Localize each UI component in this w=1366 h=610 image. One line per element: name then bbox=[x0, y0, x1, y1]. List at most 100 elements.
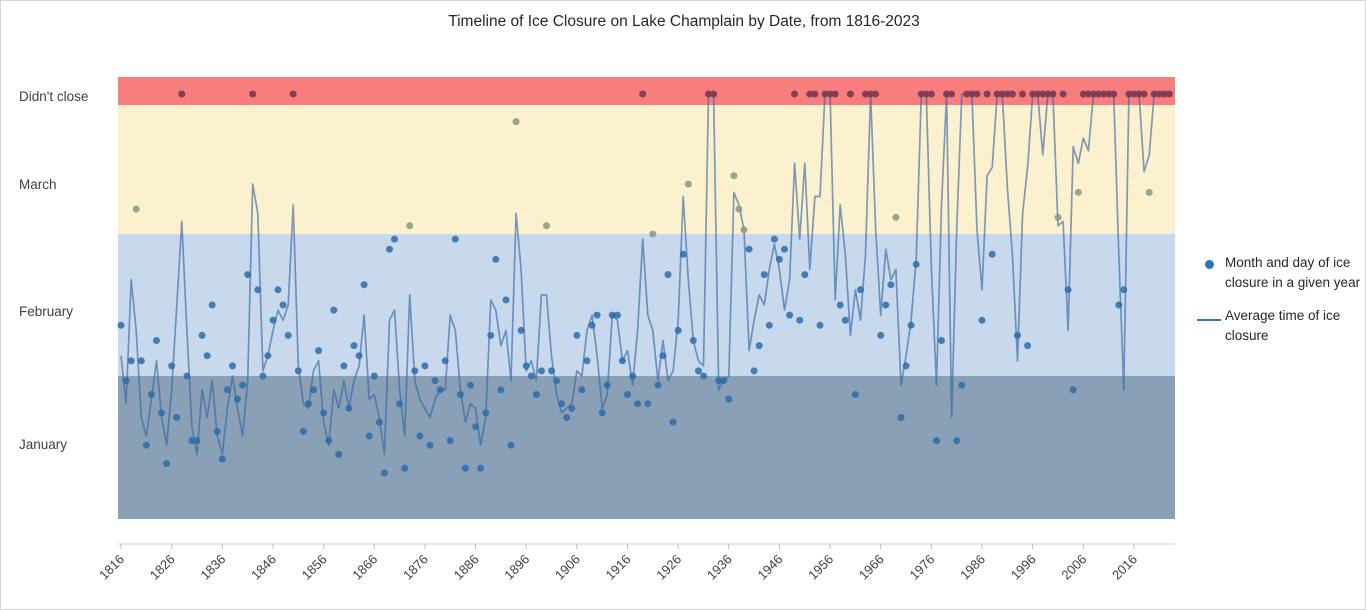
data-point bbox=[725, 395, 733, 403]
data-point bbox=[973, 90, 981, 98]
data-point bbox=[401, 464, 409, 472]
data-point bbox=[269, 316, 277, 324]
data-point bbox=[745, 245, 753, 253]
data-point bbox=[310, 386, 317, 394]
data-point bbox=[801, 271, 809, 279]
data-point bbox=[193, 437, 201, 445]
data-point bbox=[1125, 90, 1133, 98]
data-point bbox=[639, 90, 647, 98]
data-point bbox=[456, 391, 464, 398]
data-point bbox=[304, 400, 312, 408]
data-point bbox=[1064, 286, 1072, 294]
data-point bbox=[1140, 90, 1148, 98]
x-tick-label: 2016 bbox=[1109, 552, 1140, 583]
data-point bbox=[289, 90, 297, 98]
data-point bbox=[624, 391, 631, 398]
data-point bbox=[770, 235, 778, 243]
data-point bbox=[710, 90, 718, 98]
band-march bbox=[118, 105, 1175, 234]
data-point bbox=[163, 460, 171, 468]
data-point bbox=[340, 362, 348, 370]
data-point bbox=[857, 286, 864, 294]
data-point bbox=[872, 90, 880, 98]
data-point bbox=[654, 381, 662, 389]
data-point bbox=[760, 271, 768, 279]
data-point bbox=[750, 367, 758, 375]
data-point bbox=[963, 90, 971, 98]
data-point bbox=[380, 469, 388, 477]
data-point bbox=[1130, 90, 1138, 98]
data-point bbox=[629, 372, 637, 380]
x-tick-label: 1956 bbox=[805, 552, 836, 583]
data-point bbox=[436, 386, 444, 394]
data-point bbox=[755, 342, 763, 350]
y-axis-label: February bbox=[19, 304, 73, 319]
data-point bbox=[234, 395, 241, 403]
data-point bbox=[593, 311, 601, 319]
data-point bbox=[532, 391, 540, 398]
data-point bbox=[173, 414, 181, 421]
data-point bbox=[791, 90, 799, 98]
data-point bbox=[558, 400, 566, 408]
data-point bbox=[158, 409, 166, 417]
data-point bbox=[659, 352, 667, 360]
data-point bbox=[507, 441, 515, 449]
data-point bbox=[887, 281, 895, 289]
x-tick-label: 1826 bbox=[147, 552, 178, 583]
data-point bbox=[127, 357, 135, 365]
data-point bbox=[720, 377, 728, 385]
data-point bbox=[983, 90, 991, 98]
data-point bbox=[927, 90, 935, 98]
chart-title: Timeline of Ice Closure on Lake Champlai… bbox=[448, 13, 920, 30]
data-point bbox=[543, 222, 550, 230]
data-point bbox=[1014, 331, 1021, 339]
data-point bbox=[573, 331, 581, 339]
data-point bbox=[284, 331, 292, 339]
data-point bbox=[568, 404, 576, 412]
data-point bbox=[223, 386, 231, 394]
x-tick-label: 1896 bbox=[501, 552, 532, 583]
data-point bbox=[867, 90, 875, 98]
data-point bbox=[264, 352, 272, 360]
y-axis-label: Didn't close bbox=[19, 89, 88, 104]
data-point bbox=[700, 372, 707, 380]
data-point bbox=[922, 90, 930, 98]
data-point bbox=[1074, 188, 1082, 196]
data-point bbox=[715, 377, 723, 385]
data-point bbox=[841, 316, 849, 324]
data-point bbox=[1110, 90, 1118, 98]
data-point bbox=[396, 400, 404, 408]
data-point bbox=[775, 255, 783, 263]
data-point bbox=[664, 271, 672, 279]
data-point bbox=[705, 90, 712, 98]
data-point bbox=[467, 381, 474, 389]
data-point bbox=[958, 381, 966, 389]
data-point bbox=[375, 418, 383, 426]
data-point bbox=[502, 296, 510, 304]
data-point bbox=[912, 260, 920, 268]
data-point bbox=[953, 437, 961, 445]
x-tick-label: 1876 bbox=[400, 552, 431, 583]
data-point bbox=[674, 326, 682, 334]
data-point bbox=[132, 205, 140, 213]
data-point bbox=[1024, 342, 1032, 350]
data-point bbox=[694, 367, 702, 375]
data-point bbox=[522, 362, 530, 370]
data-point bbox=[487, 331, 495, 339]
data-point bbox=[249, 90, 257, 98]
data-point bbox=[406, 222, 414, 230]
data-point bbox=[279, 301, 287, 309]
data-point bbox=[517, 326, 525, 334]
x-tick-label: 1846 bbox=[248, 552, 279, 583]
data-point bbox=[553, 377, 561, 385]
data-point bbox=[147, 391, 155, 398]
legend-line-label: Average time of ice closure bbox=[1225, 308, 1341, 343]
data-point bbox=[1049, 90, 1057, 98]
data-point bbox=[1095, 90, 1102, 98]
data-point bbox=[1084, 90, 1092, 98]
data-point bbox=[472, 423, 480, 431]
data-point bbox=[477, 464, 485, 472]
data-point bbox=[239, 381, 247, 389]
data-point bbox=[907, 321, 915, 329]
data-point bbox=[1034, 90, 1042, 98]
